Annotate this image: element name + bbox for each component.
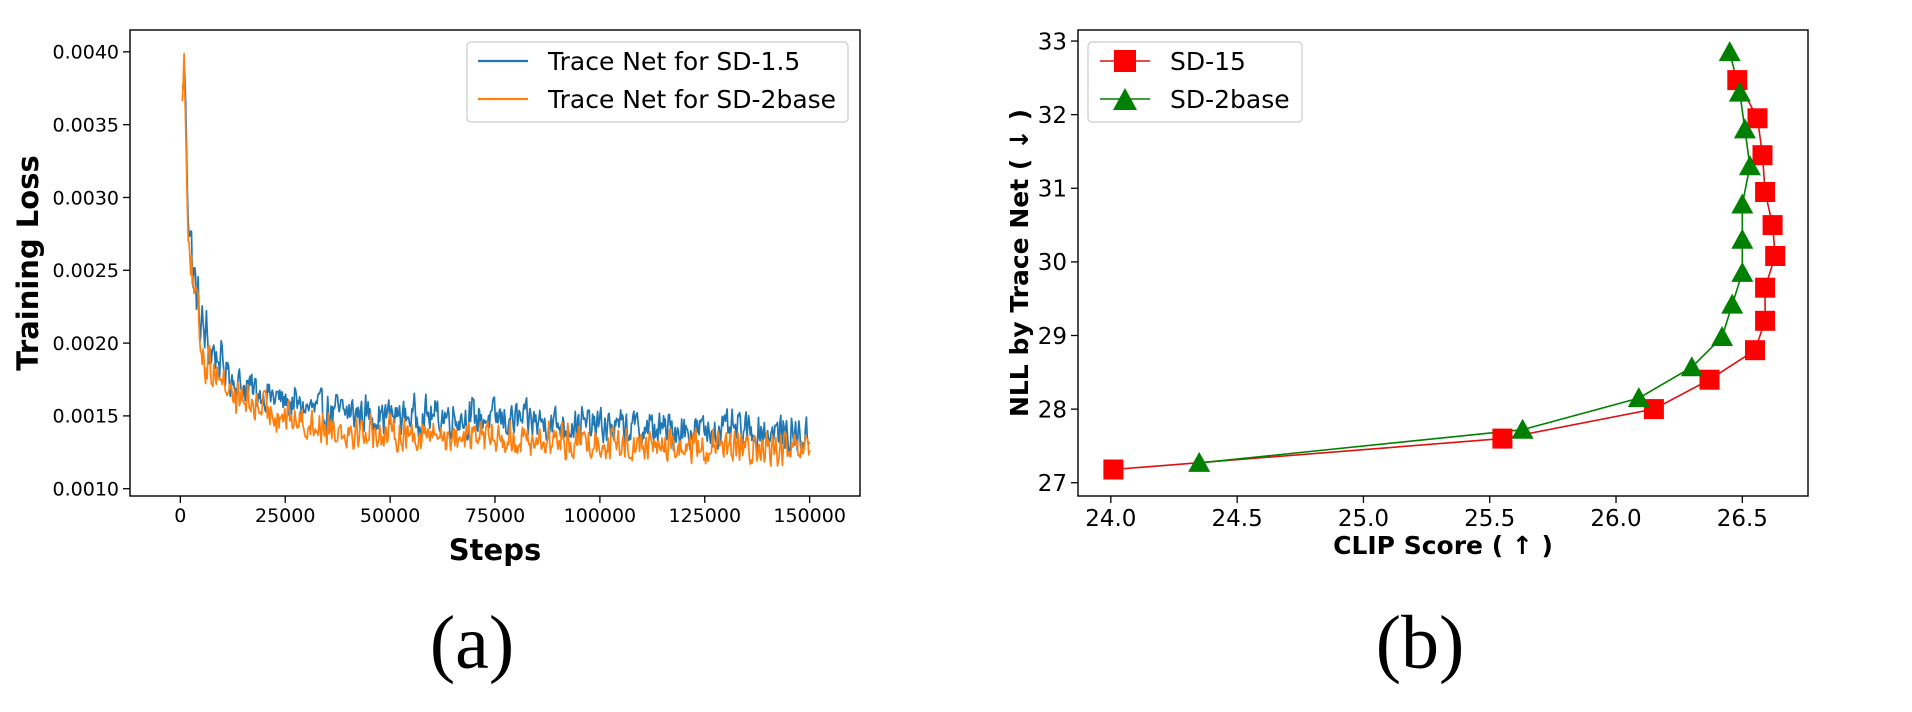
data-point-sd2base — [1721, 293, 1744, 314]
y-tick-label: 0.0010 — [53, 479, 119, 501]
data-point-sd2base — [1711, 326, 1734, 346]
caption-b: (b) — [1376, 601, 1465, 685]
y-tick-label: 0.0025 — [53, 260, 119, 282]
y-tick-label: 31 — [1038, 177, 1067, 203]
x-tick-label: 26.5 — [1717, 506, 1768, 532]
x-tick-label: 24.5 — [1212, 506, 1263, 532]
y-tick-label: 29 — [1038, 324, 1067, 350]
data-point-sd2base — [1627, 387, 1650, 408]
x-axis-label-b: CLIP Score ( ↑ ) — [1333, 531, 1553, 560]
legend-b: SD-15 SD-2base — [1087, 41, 1303, 123]
data-point-sd15 — [1492, 428, 1513, 449]
series-line-sd2base — [181, 52, 811, 468]
legend-label-sd15: Trace Net for SD-1.5 — [547, 47, 800, 76]
data-point-sd15 — [1755, 277, 1776, 298]
legend: Trace Net for SD-1.5 Trace Net for SD-2b… — [466, 41, 849, 123]
x-tick-label: 150000 — [773, 505, 846, 527]
data-point-sd15 — [1762, 215, 1783, 236]
data-point-sd15 — [1755, 182, 1776, 202]
caption-a: (a) — [430, 601, 514, 685]
y-tick-label: 30 — [1038, 250, 1067, 276]
series-line-sd15 — [181, 62, 811, 457]
nll-vs-clip-chart: 24.0 24.5 25.0 25.5 26.0 26.5 27282930313233 … — [1005, 29, 1809, 560]
data-point-sd15 — [1765, 246, 1786, 266]
data-point-sd15 — [1699, 369, 1720, 390]
data-point-sd15 — [1755, 310, 1776, 331]
x-tick-label: 125000 — [669, 505, 742, 527]
legend-marker-square — [1114, 50, 1136, 72]
x-tick-label: 24.0 — [1085, 506, 1136, 532]
legend-box-b — [1087, 41, 1303, 123]
data-point-sd2base — [1731, 228, 1754, 249]
data-point-sd2base — [1738, 155, 1761, 176]
x-axis-label: Steps — [449, 533, 541, 567]
y-tick-label: 0.0015 — [53, 406, 119, 428]
data-point-sd2base — [1188, 451, 1211, 472]
y-tick-label: 0.0040 — [53, 42, 119, 64]
x-tick-label: 0 — [174, 505, 186, 527]
x-tick-label: 100000 — [564, 505, 637, 527]
y-tick-label: 0.0030 — [53, 187, 119, 209]
data-point-sd15 — [1727, 70, 1748, 91]
legend-box — [466, 41, 849, 123]
y-axis-label-b: NLL by Trace Net ( ↓ ) — [1005, 109, 1034, 417]
y-axis-label: Training Loss — [11, 155, 45, 370]
y-tick-label: 0.0020 — [53, 333, 119, 355]
y-tick-label: 33 — [1038, 29, 1067, 55]
data-point-sd2base — [1733, 118, 1756, 139]
x-tick-label: 50000 — [360, 505, 420, 527]
x-tick-label: 25000 — [255, 505, 315, 527]
data-point-sd15 — [1747, 108, 1768, 129]
x-tick-label: 26.0 — [1590, 506, 1641, 532]
data-point-sd15 — [1103, 459, 1124, 480]
data-point-sd2base — [1731, 261, 1754, 282]
legend-label-sd15-b: SD-15 — [1170, 47, 1246, 76]
data-point-sd2base — [1731, 193, 1754, 214]
data-point-sd15 — [1643, 399, 1664, 420]
legend-label-sd2base: Trace Net for SD-2base — [547, 85, 836, 114]
data-point-sd2base — [1680, 356, 1703, 377]
data-point-sd15 — [1745, 340, 1765, 361]
x-tick-label: 25.5 — [1464, 506, 1515, 532]
y-tick-label: 0.0035 — [53, 114, 119, 136]
series-line-sd15 — [1113, 79, 1777, 471]
data-point-sd2base — [1511, 418, 1534, 439]
y-tick-label: 28 — [1038, 397, 1067, 423]
y-tick-label: 27 — [1038, 471, 1067, 497]
y-tick-label: 32 — [1038, 103, 1067, 129]
legend-label-sd2base-b: SD-2base — [1170, 85, 1290, 114]
legend-marker-triangle — [1113, 88, 1137, 110]
data-point-sd2base — [1718, 41, 1741, 62]
training-loss-chart: 0 25000 50000 75000 100000 125000 150000 0.001… — [11, 29, 861, 567]
data-point-sd2base — [1728, 81, 1751, 102]
x-tick-label: 75000 — [465, 505, 525, 527]
plot-area-frame-b — [1077, 29, 1809, 497]
x-tick-label: 25.0 — [1338, 506, 1389, 532]
data-point-sd15 — [1752, 145, 1773, 166]
